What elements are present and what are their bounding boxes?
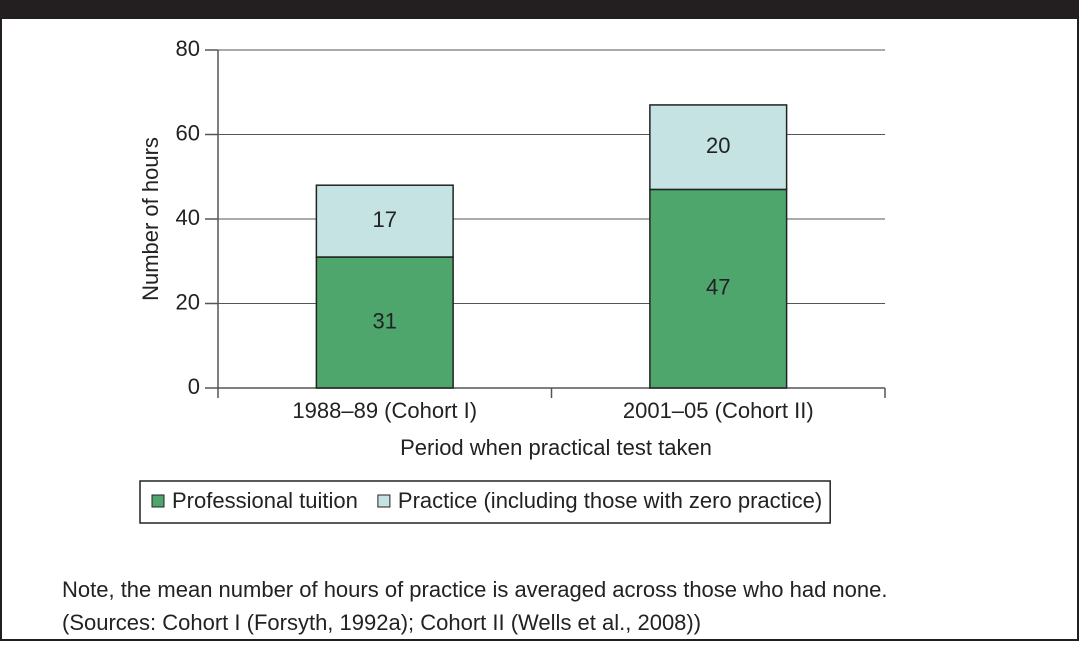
y-tick-label: 0 — [188, 374, 200, 399]
data-label: 20 — [706, 133, 730, 158]
legend-swatch — [151, 494, 165, 508]
x-tick-label: 2001–05 (Cohort II) — [623, 398, 814, 423]
data-label: 31 — [373, 308, 397, 333]
legend-box — [139, 480, 831, 524]
legend-label: Practice (including those with zero prac… — [398, 488, 822, 513]
header-bar — [0, 0, 1079, 18]
note: (Sources: Cohort I (Forsyth, 1992a); Coh… — [62, 610, 701, 635]
note: Note, the mean number of hours of practi… — [62, 577, 887, 602]
x-axis-label: Period when practical test taken — [400, 435, 712, 460]
x-tick-label: 1988–89 (Cohort I) — [292, 398, 477, 423]
bar-segment — [649, 104, 788, 191]
bar-segment — [315, 256, 454, 389]
legend-swatch — [377, 494, 391, 508]
bar-segment — [649, 188, 788, 389]
legend-label: Professional tuition — [172, 488, 358, 513]
bar-segment — [315, 184, 454, 258]
y-axis-label: Number of hours — [138, 137, 163, 301]
frame — [0, 17, 1079, 641]
y-tick-label: 20 — [176, 289, 200, 314]
y-tick-label: 80 — [176, 36, 200, 61]
data-label: 47 — [706, 275, 730, 300]
data-label: 17 — [373, 207, 397, 232]
y-tick-label: 60 — [176, 120, 200, 145]
y-tick-label: 40 — [176, 205, 200, 230]
